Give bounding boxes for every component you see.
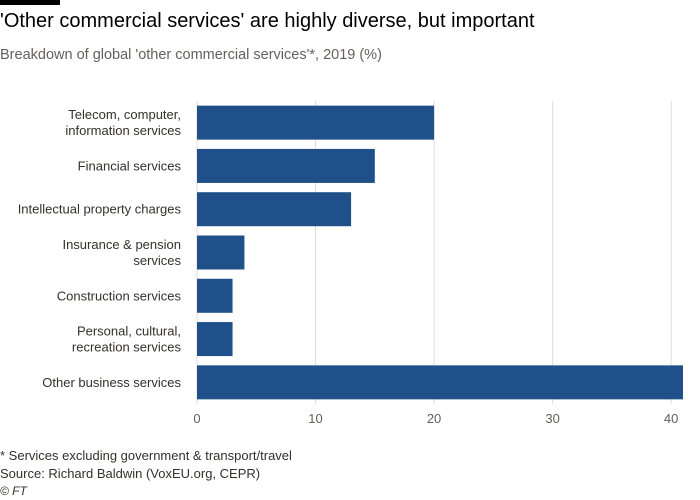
x-tick-label: 40: [664, 411, 678, 426]
bar: [197, 278, 233, 313]
category-label: information services: [65, 123, 181, 138]
brand-bar: [0, 0, 60, 5]
x-tick-label: 30: [545, 411, 559, 426]
chart-footnote: * Services excluding government & transp…: [0, 448, 292, 463]
bar: [197, 192, 352, 227]
category-label: Intellectual property charges: [18, 202, 182, 217]
category-label: Financial services: [78, 158, 182, 173]
bar: [197, 322, 233, 357]
bar: [197, 235, 245, 270]
x-tick-label: 0: [193, 411, 200, 426]
bar-chart: 0 10 20 30 40 Telecom, computer,information s…: [18, 101, 683, 426]
category-label: Other business services: [42, 375, 181, 390]
category-label: recreation services: [72, 340, 182, 355]
x-tick-label: 10: [308, 411, 322, 426]
category-label: Personal, cultural,: [77, 324, 181, 339]
category-label: Construction services: [57, 288, 182, 303]
chart-source: Source: Richard Baldwin (VoxEU.org, CEPR…: [0, 466, 261, 481]
category-label: Insurance & pension: [62, 237, 181, 252]
bar: [197, 148, 375, 183]
category-label: services: [133, 253, 181, 268]
chart-credit: © FT: [0, 484, 27, 498]
chart-subtitle: Breakdown of global 'other commercial se…: [0, 47, 382, 63]
x-tick-label: 20: [427, 411, 441, 426]
chart-title: 'Other commercial services' are highly d…: [0, 10, 535, 32]
bar: [197, 365, 683, 400]
category-label: Telecom, computer,: [68, 107, 181, 122]
bar: [197, 105, 435, 140]
